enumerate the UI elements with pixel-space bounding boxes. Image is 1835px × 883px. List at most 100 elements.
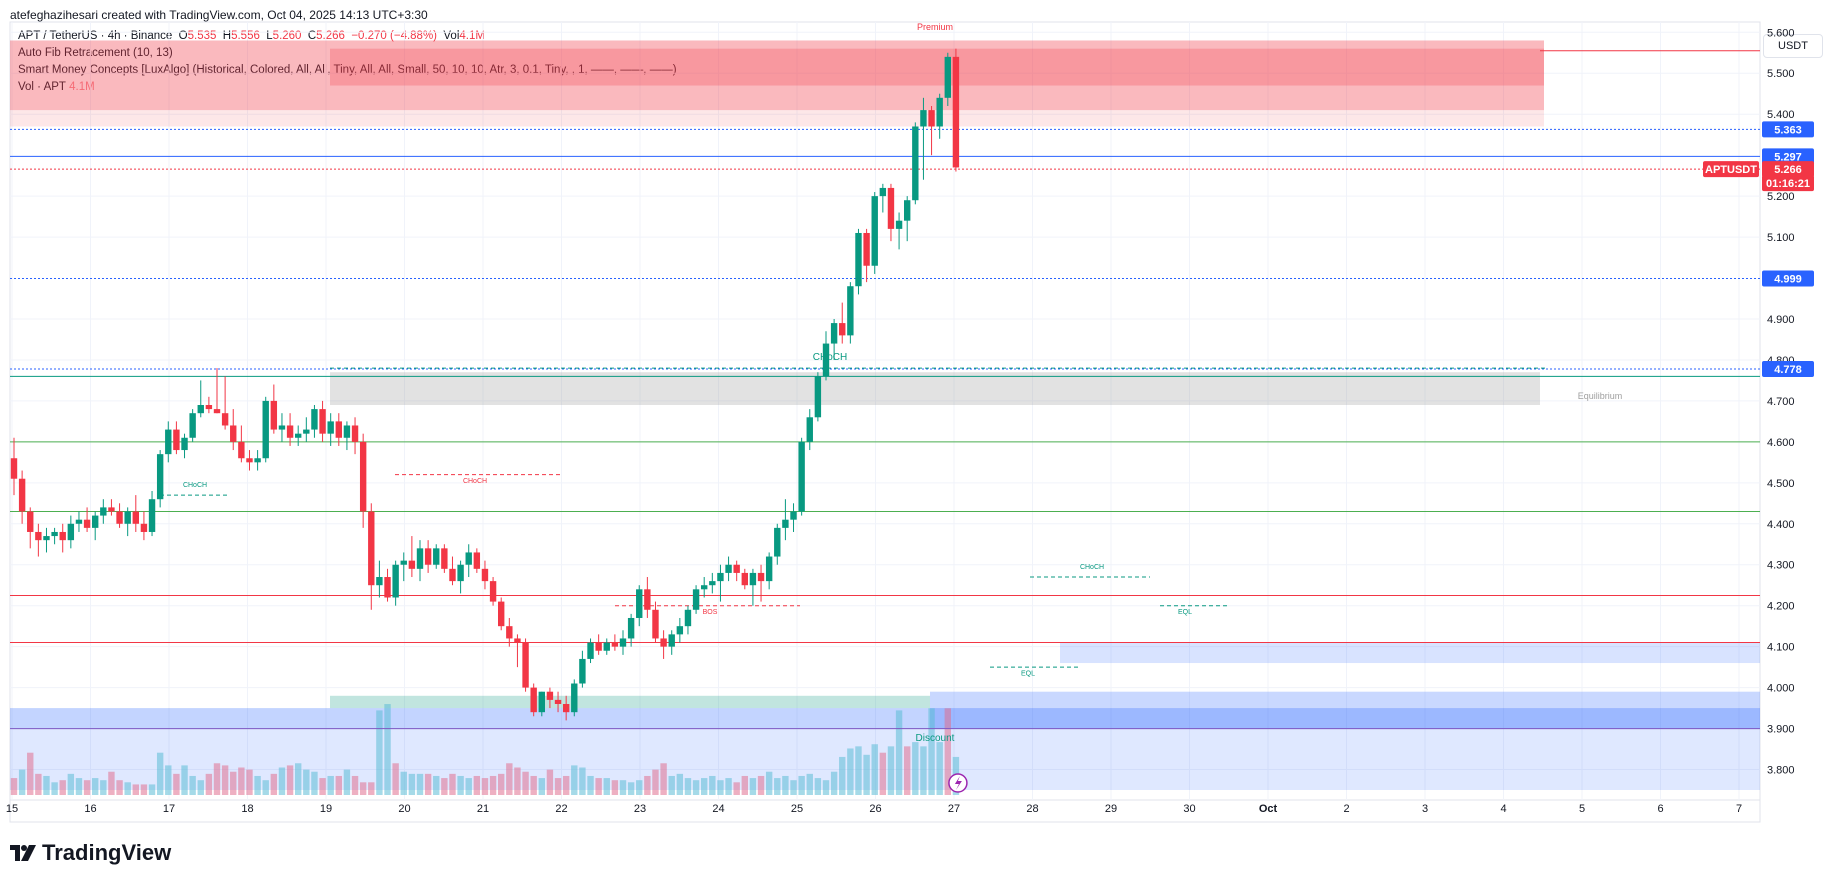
y-tick-label: 4.200 [1767,601,1795,613]
volume-bar [67,773,75,795]
volume-bar [408,773,416,795]
volume-bar [709,775,716,795]
currency-button[interactable]: USDT [1763,34,1823,58]
x-tick-label: 26 [869,803,881,815]
candle [863,228,870,283]
candle-body [67,523,75,541]
volume-bar [27,752,34,795]
volume-bar [35,773,42,795]
volume-bar [132,784,139,795]
y-tick-label: 3.900 [1767,724,1795,736]
candle [936,93,943,139]
candle [327,413,334,446]
candle-body [562,703,570,713]
candle-body [709,581,716,586]
candle-body [449,568,456,582]
candle-body [433,548,440,565]
volume-bar [660,763,667,795]
volume-bar [847,748,854,795]
candle-body [912,126,919,201]
candle [400,552,407,582]
candle [433,544,440,569]
candle [351,417,359,455]
volume-bar [530,775,537,795]
price-tag-bg [1762,175,1814,192]
price-tag-label: 4.999 [1774,273,1802,285]
tradingview-logo[interactable]: TradingView [10,840,171,866]
candle [424,540,432,573]
candle-body [165,429,172,455]
candle-body [43,536,50,541]
volume-bar [343,769,351,795]
candle [319,400,326,442]
candle-body [644,589,651,610]
volume-bar [928,708,935,795]
candle [619,630,627,655]
volume-bar [457,775,464,795]
volume-bar [863,754,870,795]
candle-body [782,519,789,528]
order-block-bull-2 [930,691,1760,729]
volume-bar [725,778,732,795]
volume-bar [595,778,602,795]
candle-body [416,548,424,569]
candle-body [189,413,196,438]
x-tick-label: 2 [1343,803,1349,815]
x-tick-label: 30 [1183,803,1195,815]
structure-label: CHoCH [813,352,847,363]
equilibrium-zone [330,372,1540,405]
volume-bar [676,773,684,795]
candle [806,409,813,451]
y-tick-label: 4.600 [1767,437,1795,449]
volume-value: 4.1M [459,30,485,42]
candle-body [319,409,326,434]
symbol-name[interactable]: APT / TetherUS · 4h · Binance [18,30,173,42]
structure-label: CHoCH [1080,564,1104,571]
price-tag-bg [1703,161,1759,178]
candle-body [286,425,294,438]
price-tag-bg [1762,360,1814,377]
x-tick-label: 23 [634,803,646,815]
candle-body [741,572,748,586]
volume-bar [627,782,635,795]
candle-body [295,433,302,438]
x-tick-label: 27 [948,803,960,815]
candle [100,499,107,524]
candle [920,97,927,180]
volume-bar [51,782,58,795]
candle-body [246,458,253,463]
volume-bar [213,763,221,795]
y-tick-label: 4.300 [1767,560,1795,572]
candle [51,527,58,545]
volume-bar [100,780,107,795]
discount-label: Discount [916,733,955,744]
candle [506,617,513,647]
volume-bar [587,775,594,795]
price-tag-label: 5.363 [1774,124,1802,136]
lightning-icon [954,776,962,790]
premium-zone [10,40,1544,111]
candle-body [408,560,416,569]
volume-bar [879,752,887,795]
candle-body [359,441,367,512]
indicator-volume-legend[interactable]: Vol · APT 4.1M [18,81,95,93]
y-tick-label: 5.200 [1767,191,1795,203]
volume-bar [165,765,172,795]
candle [790,503,797,532]
volume-indicator-name: Vol · APT [18,81,66,93]
x-tick-label: 5 [1579,803,1585,815]
candle-body [368,511,375,586]
symbol-legend[interactable]: APT / TetherUS · 4h · Binance O5.535 H5.… [18,30,485,42]
indicator-fib-legend[interactable]: Auto Fib Retracement (10, 13) [18,47,173,59]
candle [343,421,351,451]
candle-body [887,187,895,229]
volume-bar [644,775,651,795]
candle-body [944,56,951,98]
candle [75,511,83,532]
candle [35,523,42,557]
volume-bar [944,708,951,795]
candle-body [895,220,903,229]
open-value: 5.535 [187,30,217,42]
volume-bar [433,775,440,795]
